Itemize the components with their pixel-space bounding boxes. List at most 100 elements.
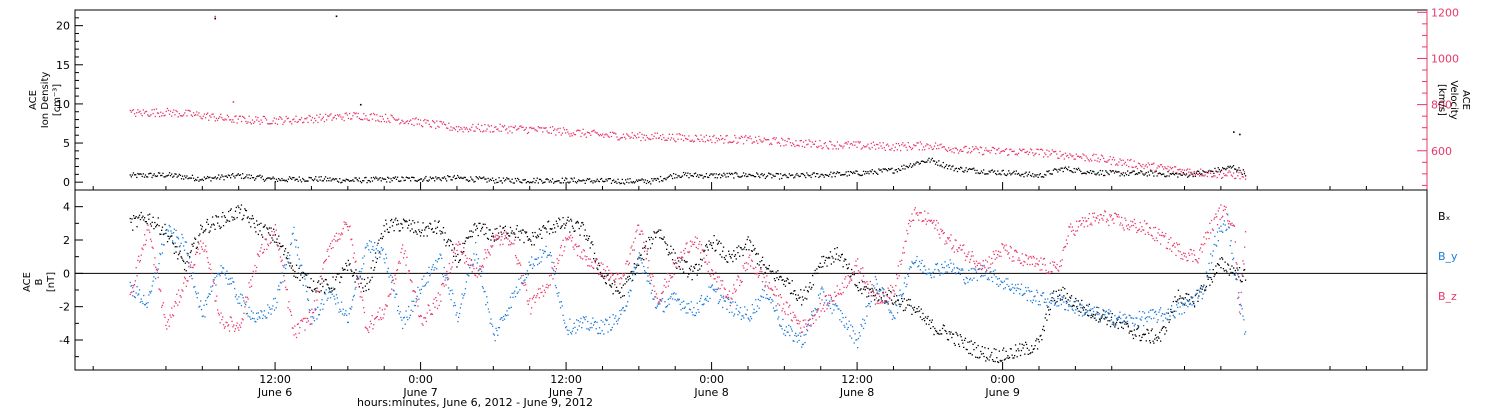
density-point — [592, 182, 593, 183]
density-point — [409, 177, 410, 178]
b-point — [710, 242, 711, 243]
b-point — [686, 303, 687, 304]
velocity-point — [603, 137, 604, 138]
density-point — [904, 168, 905, 169]
velocity-point — [530, 127, 531, 128]
b-tick-label: 2 — [63, 234, 70, 247]
velocity-point — [139, 111, 140, 112]
b-point — [512, 293, 513, 294]
b-point — [644, 270, 645, 271]
velocity-point — [435, 128, 436, 129]
velocity-point — [1067, 155, 1068, 156]
velocity-point — [900, 150, 901, 151]
velocity-point — [356, 113, 357, 114]
b-point — [692, 312, 693, 313]
velocity-point — [438, 127, 439, 128]
b-point — [877, 283, 878, 284]
b-point — [1045, 314, 1046, 315]
density-point — [497, 182, 498, 183]
b-point — [362, 287, 363, 288]
b-point — [471, 230, 472, 231]
b-point — [982, 265, 983, 266]
b-point — [193, 243, 194, 244]
b-point — [812, 315, 813, 316]
b-point — [1002, 350, 1003, 351]
b-point — [1229, 275, 1230, 276]
b-point — [1040, 304, 1041, 305]
b-point — [261, 244, 262, 245]
b-point — [246, 210, 247, 211]
b-point — [389, 273, 390, 274]
b-point — [198, 242, 199, 243]
density-point — [952, 165, 953, 166]
b-point — [947, 272, 948, 273]
b-point — [1157, 340, 1158, 341]
velocity-point — [386, 121, 387, 122]
b-point — [567, 220, 568, 221]
b-point — [722, 307, 723, 308]
b-point — [871, 292, 872, 293]
b-point — [1060, 298, 1061, 299]
b-point — [954, 343, 955, 344]
velocity-point — [205, 117, 206, 118]
velocity-point — [818, 146, 819, 147]
b-point — [478, 235, 479, 236]
density-point — [1029, 172, 1030, 173]
velocity-point — [500, 124, 501, 125]
b-point — [338, 302, 339, 303]
density-point — [684, 174, 685, 175]
b-point — [271, 314, 272, 315]
b-point — [551, 255, 552, 256]
b-point — [534, 265, 535, 266]
velocity-point — [490, 131, 491, 132]
b-point — [641, 260, 642, 261]
density-point — [197, 177, 198, 178]
b-point — [493, 236, 494, 237]
density-point — [428, 181, 429, 182]
density-point — [974, 170, 975, 171]
velocity-point — [483, 130, 484, 131]
b-point — [297, 277, 298, 278]
b-point — [401, 320, 402, 321]
b-point — [748, 236, 749, 237]
b-point — [542, 226, 543, 227]
density-point — [963, 171, 964, 172]
velocity-point — [847, 143, 848, 144]
b-point — [864, 286, 865, 287]
velocity-point — [326, 119, 327, 120]
density-point — [671, 175, 672, 176]
density-point — [436, 178, 437, 179]
b-point — [415, 230, 416, 231]
b-point — [641, 262, 642, 263]
density-point — [937, 165, 938, 166]
velocity-point — [696, 136, 697, 137]
density-point — [625, 179, 626, 180]
density-point — [132, 174, 133, 175]
b-point — [719, 241, 720, 242]
velocity-point — [995, 153, 996, 154]
density-point — [1122, 174, 1123, 175]
b-point — [485, 304, 486, 305]
density-point — [517, 178, 518, 179]
b-point — [353, 296, 354, 297]
b-point — [342, 268, 343, 269]
density-point — [649, 181, 650, 182]
b-point — [648, 237, 649, 238]
velocity-point — [1189, 169, 1190, 170]
density-point — [1035, 175, 1036, 176]
b-point — [174, 253, 175, 254]
density-point — [356, 177, 357, 178]
b-point — [736, 258, 737, 259]
b-point — [961, 336, 962, 337]
b-point — [200, 300, 201, 301]
velocity-point — [510, 126, 511, 127]
b-point — [809, 325, 810, 326]
b-point — [686, 312, 687, 313]
velocity-point — [647, 137, 648, 138]
b-point — [933, 272, 934, 273]
density-point — [804, 175, 805, 176]
velocity-tick-label: 1200 — [1431, 6, 1459, 19]
b-point — [372, 260, 373, 261]
density-point — [1062, 168, 1063, 169]
b-point — [160, 291, 161, 292]
